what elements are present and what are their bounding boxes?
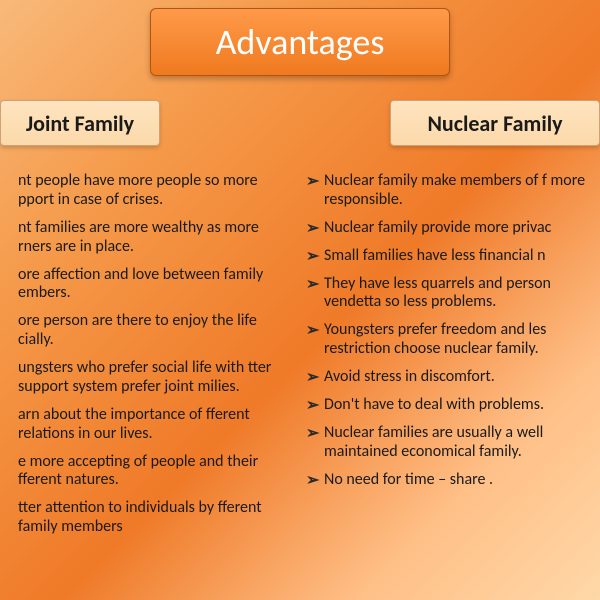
list-item: ➢ Small families have less financial n [298,247,600,266]
bullet-list-right: ➢ Nuclear family make members of f more r… [298,172,600,489]
bullet-icon: ➢ [306,276,319,295]
column-header-joint-family: Joint Family [0,100,160,146]
list-item: ➢ Don't have to deal with problems. [298,396,600,415]
list-item: ➢nt people have more people so more ppor… [0,172,284,210]
list-item-text: Youngsters prefer freedom and les restri… [324,320,546,358]
list-item: ➢ Nuclear family provide more privac [298,219,600,238]
list-item-text: Don't have to deal with problems. [324,395,544,414]
list-item: ➢ Avoid stress in discomfort. [298,368,600,387]
list-item-text: ore person are there to enjoy the life c… [18,311,257,349]
list-item: ➢e more accepting of people and their ff… [0,453,284,491]
list-item-text: They have less quarrels and person vende… [324,274,551,312]
title-text: Advantages [216,20,385,64]
bullet-icon: ➢ [306,369,319,388]
column-right: ➢ Nuclear family make members of f more r… [298,172,600,498]
list-item-text: arn about the importance of fferent rela… [18,405,250,443]
list-item-text: No need for time – share . [324,470,493,489]
list-item: ➢ungsters who prefer social life with tt… [0,359,284,397]
list-item-text: ungsters who prefer social life with tte… [18,358,271,396]
bullet-icon: ➢ [306,220,319,239]
column-header-label: Joint Family [26,110,134,137]
column-header-label: Nuclear Family [427,110,562,137]
bullet-icon: ➢ [306,425,319,444]
title-box: Advantages [150,8,450,76]
list-item-text: e more accepting of people and their ffe… [18,452,258,490]
list-item: ➢ore person are there to enjoy the life … [0,312,284,350]
list-item: ➢ No need for time – share . [298,471,600,490]
column-header-nuclear-family: Nuclear Family [390,100,600,146]
list-item: ➢ore affection and love between family e… [0,266,284,304]
list-item-text: Small families have less financial n [324,246,546,265]
list-item: ➢ Nuclear families are usually a well mai… [298,424,600,462]
list-item: ➢arn about the importance of fferent rel… [0,406,284,444]
list-item: ➢ Youngsters prefer freedom and les restr… [298,321,600,359]
bullet-list-left: ➢nt people have more people so more ppor… [0,172,284,537]
list-item: ➢ They have less quarrels and person vend… [298,275,600,313]
list-item: ➢nt families are more wealthy as more rn… [0,219,284,257]
list-item: ➢tter attention to individuals by fferen… [0,499,284,537]
list-item-text: nt people have more people so more pport… [18,171,258,209]
list-item-text: Nuclear families are usually a well main… [324,423,543,461]
bullet-icon: ➢ [306,472,319,491]
list-item-text: ore affection and love between family em… [18,265,263,303]
list-item-text: Nuclear family make members of f more re… [324,171,585,209]
list-item-text: tter attention to individuals by fferent… [18,498,262,536]
list-item-text: Avoid stress in discomfort. [324,367,495,386]
list-item-text: nt families are more wealthy as more rne… [18,218,259,256]
bullet-icon: ➢ [306,173,319,192]
bullet-icon: ➢ [306,397,319,416]
bullet-icon: ➢ [306,322,319,341]
column-left: ➢nt people have more people so more ppor… [0,172,284,546]
list-item-text: Nuclear family provide more privac [324,218,551,237]
bullet-icon: ➢ [306,248,319,267]
list-item: ➢ Nuclear family make members of f more r… [298,172,600,210]
